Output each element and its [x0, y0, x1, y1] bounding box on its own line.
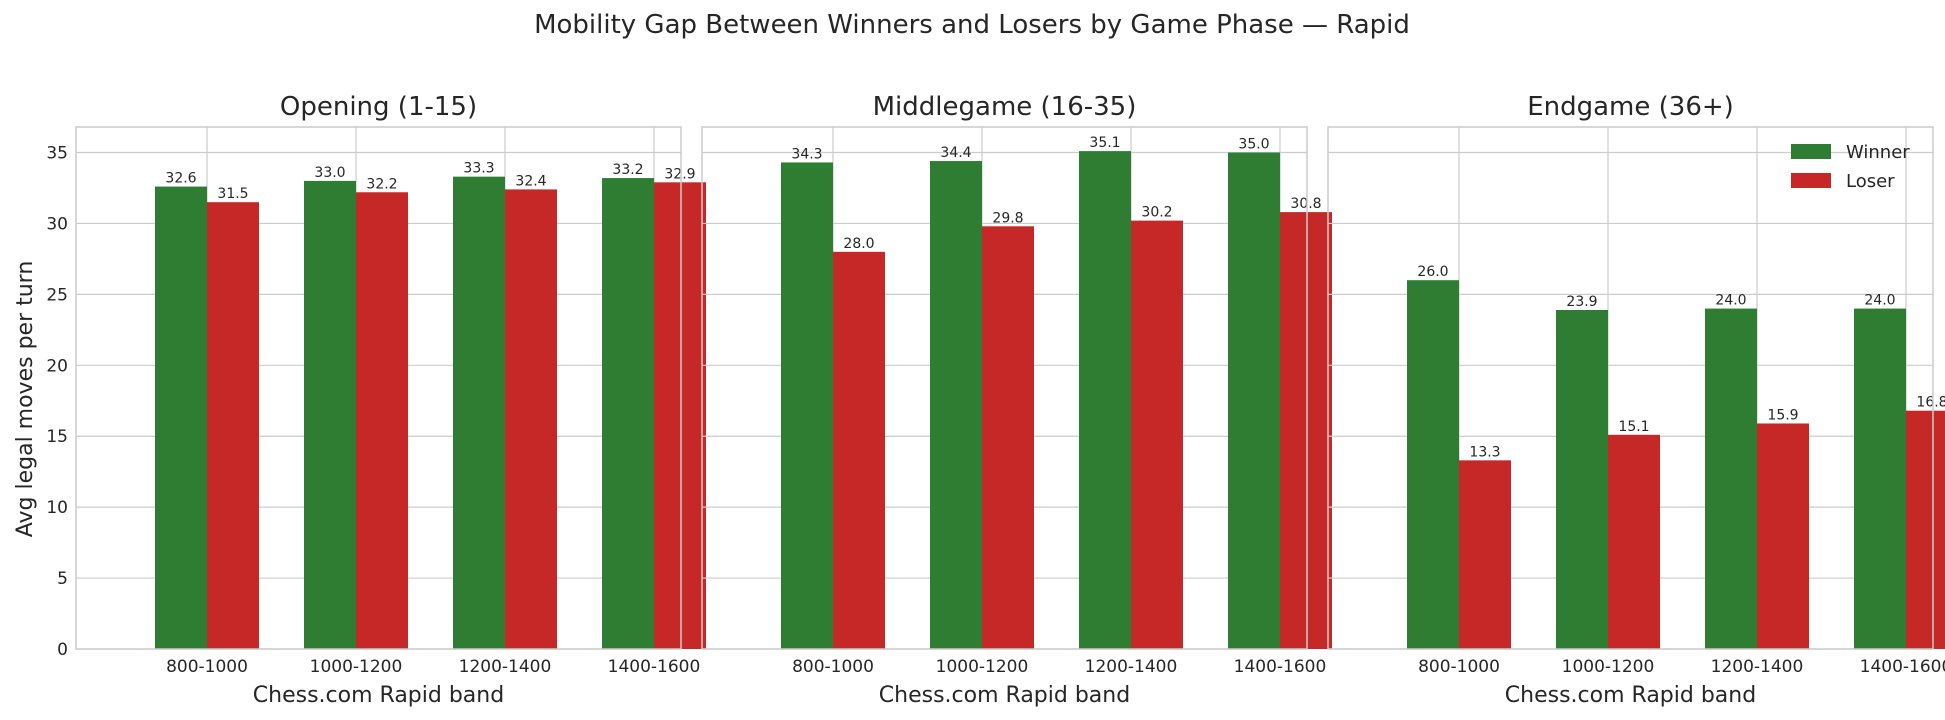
- x-tick-label: 1000-1200: [936, 657, 1029, 677]
- bar-value-label: 30.8: [1290, 196, 1321, 212]
- bar-winner: [930, 161, 982, 650]
- bar-loser: [1608, 434, 1660, 649]
- x-axis-label: Chess.com Rapid band: [1505, 683, 1756, 708]
- x-axis-label: Chess.com Rapid band: [253, 683, 504, 708]
- bar-value-label: 35.1: [1089, 135, 1120, 151]
- bar-value-label: 31.5: [217, 186, 248, 202]
- bar-value-label: 34.4: [940, 145, 971, 161]
- bar-value-label: 23.9: [1566, 294, 1597, 310]
- plot-frame: [701, 126, 1308, 650]
- bar-loser: [833, 251, 885, 649]
- bar-value-label: 26.0: [1417, 264, 1448, 280]
- bar-winner: [1079, 151, 1131, 649]
- bar-value-label: 28.0: [843, 236, 874, 252]
- bar-loser: [982, 226, 1034, 650]
- y-tick-label: 0: [57, 640, 68, 660]
- x-tick-label: 800-1000: [792, 657, 874, 677]
- legend-swatch-winner: [1791, 144, 1831, 159]
- bar-loser: [1459, 460, 1511, 649]
- x-tick-label: 800-1000: [166, 657, 248, 677]
- bar-loser: [207, 202, 259, 649]
- bar-value-label: 34.3: [791, 146, 822, 162]
- x-tick-label: 1000-1200: [310, 657, 403, 677]
- bar-loser: [356, 192, 408, 649]
- bar-value-label: 32.6: [165, 171, 196, 187]
- y-axis-label: Avg legal moves per turn: [13, 261, 38, 538]
- x-tick-label: 800-1000: [1418, 657, 1500, 677]
- bar-value-label: 24.0: [1715, 293, 1746, 309]
- y-tick-label: 15: [46, 427, 68, 447]
- bar-value-label: 32.2: [366, 176, 397, 192]
- panel-title: Opening (1-15): [280, 92, 477, 122]
- x-tick-label: 1200-1400: [1711, 657, 1804, 677]
- plot-frame: [75, 126, 682, 650]
- x-axis-label: Chess.com Rapid band: [879, 683, 1130, 708]
- x-tick-label: 1400-1600: [608, 657, 701, 677]
- bar-value-label: 15.9: [1767, 407, 1798, 423]
- bar-winner: [304, 180, 356, 650]
- plot-frame: [1327, 126, 1934, 650]
- bar-value-label: 32.4: [515, 173, 546, 189]
- legend-label-loser: Loser: [1846, 171, 1895, 192]
- panels-group: 32.6 33.0 33.3 33.2 31.5 32.2 32.4 32.9 Opening …: [46, 92, 1945, 708]
- bar-loser: [1906, 410, 1945, 649]
- panel-3: 26.0 23.9 24.0 24.0 13.3 15.1 15.9 16.8 Endgame …: [1327, 92, 1945, 708]
- panel-title: Endgame (36+): [1527, 92, 1734, 122]
- bar-loser: [1757, 423, 1809, 649]
- bar-loser: [654, 182, 706, 649]
- bar-value-label: 15.1: [1618, 419, 1649, 435]
- bar-value-label: 35.0: [1238, 137, 1269, 153]
- bar-winner: [1705, 308, 1757, 649]
- y-tick-label: 30: [46, 214, 68, 234]
- bar-winner: [781, 162, 833, 649]
- bar-value-label: 30.2: [1141, 205, 1172, 221]
- x-tick-label: 1000-1200: [1562, 657, 1655, 677]
- y-tick-label: 25: [46, 285, 68, 305]
- bar-winner: [1556, 309, 1608, 649]
- bar-value-label: 32.9: [664, 166, 695, 182]
- bar-value-label: 24.0: [1864, 293, 1895, 309]
- bar-loser: [505, 189, 557, 650]
- x-tick-label: 1200-1400: [459, 657, 552, 677]
- bar-value-label: 16.8: [1916, 395, 1945, 411]
- chart-title: Mobility Gap Between Winners and Losers …: [534, 10, 1410, 40]
- bar-winner: [1854, 308, 1906, 649]
- bar-winner: [1228, 152, 1280, 650]
- bar-loser: [1131, 220, 1183, 649]
- panel-title: Middlegame (16-35): [873, 92, 1137, 122]
- bar-value-label: 29.8: [992, 210, 1023, 226]
- bar-value-label: 33.3: [463, 161, 494, 177]
- legend: Winner Loser: [1791, 142, 1910, 192]
- x-tick-label: 1200-1400: [1085, 657, 1178, 677]
- y-tick-label: 5: [57, 569, 68, 589]
- y-tick-label: 35: [46, 144, 68, 164]
- panel-1: 32.6 33.0 33.3 33.2 31.5 32.2 32.4 32.9 Opening …: [46, 92, 706, 708]
- y-tick-label: 10: [46, 498, 68, 518]
- bar-winner: [602, 178, 654, 649]
- bar-loser: [1280, 212, 1332, 649]
- bar-value-label: 33.2: [612, 162, 643, 178]
- bar-winner: [1407, 280, 1459, 649]
- x-tick-label: 1400-1600: [1234, 657, 1327, 677]
- panel-2: 34.3 34.4 35.1 35.0 28.0 29.8 30.2 30.8 Middlega…: [701, 92, 1332, 708]
- legend-swatch-loser: [1791, 173, 1831, 188]
- x-tick-label: 1400-1600: [1860, 657, 1945, 677]
- bar-value-label: 33.0: [314, 165, 345, 181]
- bar-winner: [453, 176, 505, 650]
- y-tick-label: 20: [46, 356, 68, 376]
- legend-label-winner: Winner: [1846, 142, 1910, 163]
- bar-winner: [155, 186, 207, 649]
- bar-value-label: 13.3: [1469, 444, 1500, 460]
